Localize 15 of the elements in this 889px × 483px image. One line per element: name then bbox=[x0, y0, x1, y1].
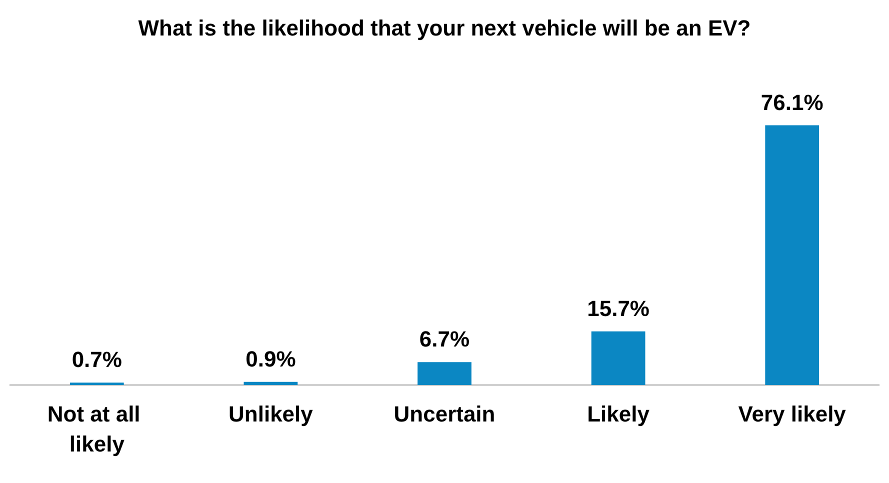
data-label: 6.7% bbox=[419, 326, 470, 352]
x-tick-label: Unlikely bbox=[228, 402, 314, 426]
data-label: 15.7% bbox=[587, 296, 650, 321]
data-label: 0.7% bbox=[72, 347, 122, 372]
x-tick-label: Likely bbox=[587, 402, 650, 426]
bar bbox=[244, 382, 298, 385]
x-tick-label: Not at all likely bbox=[47, 402, 146, 456]
bar bbox=[765, 125, 820, 385]
data-label: 0.9% bbox=[246, 346, 296, 372]
bar bbox=[418, 362, 472, 385]
x-tick-label: Very likely bbox=[738, 402, 847, 426]
bar bbox=[591, 331, 646, 385]
chart-title: What is the likelihood that your next vehicle will be an EV? bbox=[138, 16, 751, 40]
x-tick-label: Uncertain bbox=[394, 402, 496, 426]
data-label: 76.1% bbox=[760, 90, 824, 115]
